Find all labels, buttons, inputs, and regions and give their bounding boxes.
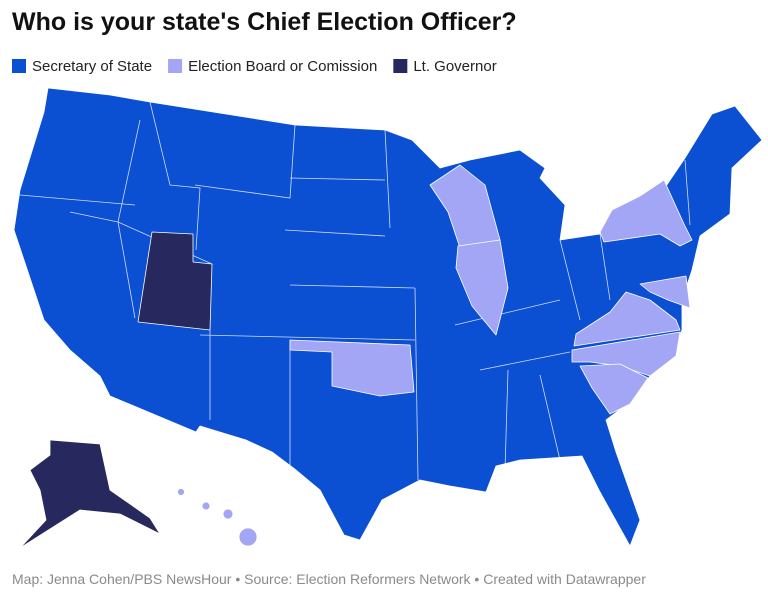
legend-label: Election Board or Comission xyxy=(188,58,377,75)
hawaii-island xyxy=(238,527,258,547)
hawaii xyxy=(177,488,258,547)
utah xyxy=(137,231,213,331)
hawaii-island xyxy=(201,501,211,511)
map-title: Who is your state's Chief Election Offic… xyxy=(12,8,517,36)
maryland-delaware xyxy=(639,275,691,309)
legend-swatch xyxy=(12,59,26,73)
legend-swatch xyxy=(393,59,408,73)
south-carolina xyxy=(579,363,649,415)
hawaii-island xyxy=(222,508,234,520)
hawaii-island xyxy=(177,488,185,496)
legend-label: Secretary of State xyxy=(32,58,152,75)
north-carolina xyxy=(571,331,681,377)
oklahoma xyxy=(289,339,415,397)
state-borders xyxy=(19,101,691,481)
illinois xyxy=(455,239,509,336)
footer: Map: Jenna Cohen/PBS NewsHour • Source: … xyxy=(12,571,646,587)
virginia xyxy=(573,291,681,347)
legend: Secretary of State Election Board or Comi… xyxy=(12,58,497,75)
new-york xyxy=(599,179,693,247)
legend-label: Lt. Governor xyxy=(413,58,496,75)
legend-swatch xyxy=(168,59,183,73)
map xyxy=(13,87,763,549)
alaska xyxy=(19,439,161,549)
